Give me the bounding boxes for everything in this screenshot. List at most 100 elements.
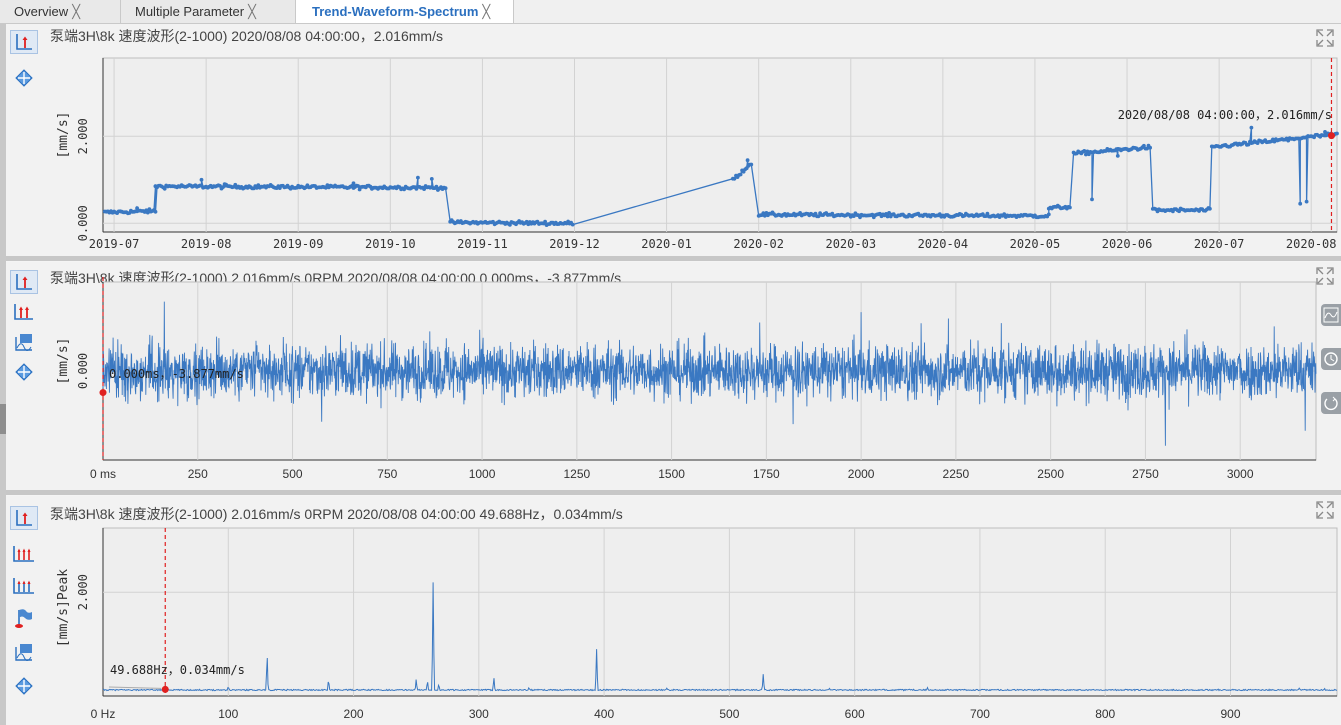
cursor-label: 49.688Hz，0.034mm/s bbox=[110, 663, 245, 677]
data-point bbox=[830, 211, 835, 216]
trend-chart[interactable]: 2019-07 2019-08 2019-09 2019-10 2019-11 2019-… bbox=[6, 24, 1341, 256]
cursor-label: 2020/08/08 04:00:00，2.016mm/s bbox=[1118, 108, 1332, 122]
data-point bbox=[1084, 152, 1088, 157]
trend-icon[interactable] bbox=[10, 506, 38, 530]
data-point bbox=[1304, 199, 1309, 204]
cycle-icon[interactable] bbox=[1321, 348, 1341, 370]
data-point bbox=[749, 162, 754, 167]
plot-area bbox=[102, 527, 1338, 697]
tab-overview[interactable]: Overview ╳ bbox=[0, 0, 121, 23]
waterfall-icon[interactable] bbox=[10, 330, 38, 354]
cursor-point bbox=[161, 685, 169, 693]
x-tick-label: 2020-07 bbox=[1194, 237, 1245, 251]
x-tick-label: 3000 bbox=[1227, 467, 1254, 481]
data-point bbox=[416, 175, 420, 180]
data-point bbox=[543, 219, 547, 224]
x-tick-label: 2019-07 bbox=[89, 237, 140, 251]
data-point bbox=[885, 214, 890, 219]
tab-bar: Overview ╳ Multiple Parameter ╳ Trend-Wave… bbox=[0, 0, 1341, 24]
data-point bbox=[162, 186, 167, 191]
left-scrollbar[interactable] bbox=[0, 24, 6, 725]
cursor-label: 0.000ms，-3.877mm/s bbox=[109, 367, 244, 381]
y-tick-label: 2.000 bbox=[76, 118, 90, 154]
x-tick-label: 2019-10 bbox=[365, 237, 416, 251]
x-tick-label: 2020-04 bbox=[918, 237, 969, 251]
y-tick-label: 0.000 bbox=[76, 353, 90, 389]
fit-waveform-icon[interactable] bbox=[1321, 304, 1341, 326]
waterfall-icon[interactable] bbox=[10, 640, 38, 664]
data-point bbox=[1085, 149, 1090, 154]
data-point bbox=[356, 184, 360, 188]
x-tick-label: 2500 bbox=[1037, 467, 1064, 481]
data-point bbox=[887, 211, 891, 215]
restore-icon[interactable] bbox=[1321, 392, 1341, 414]
harmonics-icon[interactable] bbox=[10, 300, 38, 324]
tab-multiple-parameter[interactable]: Multiple Parameter ╳ bbox=[121, 0, 296, 23]
tab-trend-waveform-spectrum[interactable]: Trend-Waveform-Spectrum ╳ bbox=[296, 0, 514, 23]
data-point bbox=[1090, 197, 1094, 202]
x-tick-label: 2019-09 bbox=[273, 237, 324, 251]
data-point bbox=[1148, 145, 1152, 150]
waveform-chart[interactable]: 0 ms 250 500 750 1000 1250 1500 1750 2000 2250 250… bbox=[6, 262, 1341, 490]
data-point bbox=[1142, 143, 1146, 148]
x-tick-label: 900 bbox=[1220, 707, 1240, 721]
data-point bbox=[1046, 212, 1051, 217]
scrollbar-thumb[interactable] bbox=[0, 404, 6, 434]
x-tick-label: 500 bbox=[719, 707, 739, 721]
y-tick-label: 2.000 bbox=[76, 574, 90, 610]
close-icon[interactable]: ╳ bbox=[72, 4, 81, 19]
x-tick-label: 800 bbox=[1095, 707, 1115, 721]
x-tick-label: 2020-06 bbox=[1102, 237, 1153, 251]
splitter[interactable] bbox=[6, 256, 1341, 261]
data-point bbox=[434, 184, 439, 189]
plot-area bbox=[102, 57, 1338, 233]
data-point bbox=[1246, 142, 1251, 147]
crosshair-icon[interactable] bbox=[10, 674, 38, 698]
x-tick-label: 600 bbox=[845, 707, 865, 721]
harmonics-icon[interactable] bbox=[10, 542, 38, 566]
cursor-point bbox=[99, 389, 107, 397]
data-point bbox=[508, 223, 512, 227]
flag-icon[interactable] bbox=[10, 606, 38, 630]
maximize-icon[interactable] bbox=[1315, 28, 1335, 48]
x-tick-label: 2000 bbox=[848, 467, 875, 481]
data-point bbox=[1115, 154, 1120, 158]
maximize-icon[interactable] bbox=[1315, 266, 1335, 286]
x-tick-label: 750 bbox=[377, 467, 397, 481]
waveform-panel: 泵端3H\8k 速度波形(2-1000) 2.016mm/s 0RPM 2020… bbox=[6, 262, 1341, 490]
data-point bbox=[145, 210, 150, 215]
x-tick-label: 2020-02 bbox=[733, 237, 784, 251]
x-tick-label: 300 bbox=[469, 707, 489, 721]
x-tick-label: 2019-08 bbox=[181, 237, 232, 251]
close-icon[interactable]: ╳ bbox=[248, 4, 256, 19]
trend-panel: 泵端3H\8k 速度波形(2-1000) 2020/08/08 04:00:00… bbox=[6, 24, 1341, 256]
trend-icon[interactable] bbox=[10, 270, 38, 294]
data-point bbox=[738, 172, 743, 177]
data-point bbox=[1068, 205, 1072, 210]
crosshair-icon[interactable] bbox=[10, 66, 38, 90]
spectrum-chart[interactable]: 0 Hz 100 200 300 400 500 600 700 800 900 2.000 [mm/… bbox=[6, 496, 1341, 725]
trend-icon[interactable] bbox=[10, 30, 38, 54]
x-tick-label: 0 Hz bbox=[91, 707, 116, 721]
x-tick-label: 200 bbox=[344, 707, 364, 721]
data-point bbox=[851, 214, 856, 219]
y-tick-label: 0.000 bbox=[76, 205, 90, 241]
data-point bbox=[1323, 130, 1327, 134]
sideband-icon[interactable] bbox=[10, 574, 38, 598]
crosshair-icon[interactable] bbox=[10, 360, 38, 384]
y-axis-label: [mm/s]Peak bbox=[56, 569, 71, 647]
close-icon[interactable]: ╳ bbox=[482, 4, 491, 19]
data-point bbox=[816, 214, 821, 219]
x-tick-label: 400 bbox=[594, 707, 614, 721]
x-tick-label: 250 bbox=[188, 467, 208, 481]
data-point bbox=[1208, 206, 1212, 211]
cursor-point bbox=[1327, 132, 1335, 140]
x-tick-label: 2019-12 bbox=[549, 237, 600, 251]
data-point bbox=[443, 186, 448, 191]
trend-title: 泵端3H\8k 速度波形(2-1000) 2020/08/08 04:00:00… bbox=[50, 28, 443, 44]
x-tick-label: 1750 bbox=[753, 467, 780, 481]
maximize-icon[interactable] bbox=[1315, 500, 1335, 520]
x-tick-label: 1500 bbox=[658, 467, 685, 481]
data-point bbox=[233, 182, 238, 187]
splitter[interactable] bbox=[6, 490, 1341, 495]
